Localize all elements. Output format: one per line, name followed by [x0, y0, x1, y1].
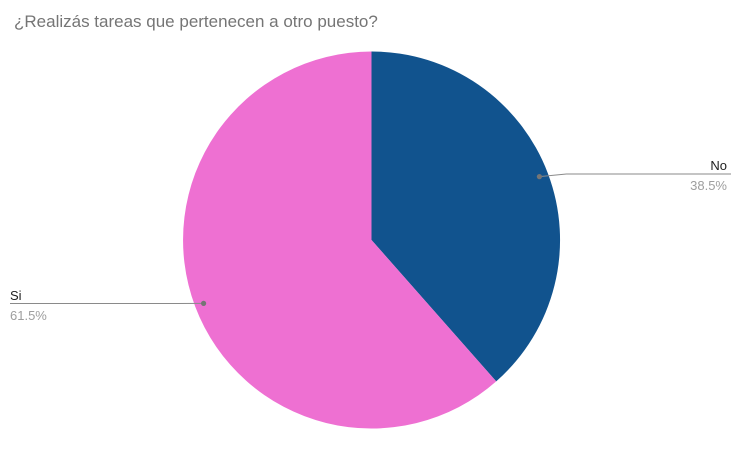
- slice-percent-no: 38.5%: [690, 178, 727, 193]
- slice-percent-si: 61.5%: [10, 308, 47, 323]
- chart-title: ¿Realizás tareas que pertenecen a otro p…: [14, 12, 378, 31]
- leader-dot-si: [201, 300, 207, 306]
- callout-si: Si 61.5%: [10, 287, 47, 324]
- leader-dot-no: [536, 174, 543, 180]
- callout-no: No 38.5%: [690, 157, 727, 194]
- slice-label-si: Si: [10, 288, 22, 303]
- pie-slice-no[interactable]: [371, 51, 561, 382]
- pie-slice-si[interactable]: [183, 51, 497, 429]
- leader-line-no: [539, 173, 731, 178]
- slice-label-no: No: [710, 158, 727, 173]
